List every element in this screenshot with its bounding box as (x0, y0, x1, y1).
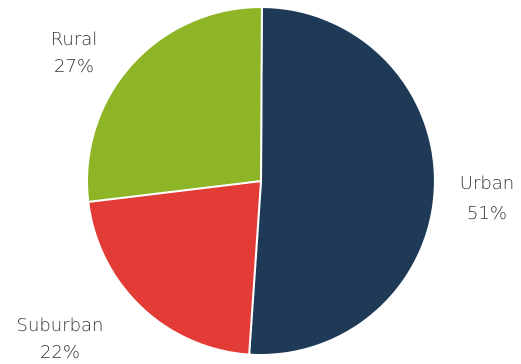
pie-slice-urban (248, 6, 436, 356)
slice-value-suburban: 22% (40, 342, 80, 363)
slice-value-urban: 51% (467, 203, 507, 224)
pie-slice-rural (86, 5, 263, 203)
slice-value-rural: 27% (54, 56, 94, 77)
slice-label-urban: Urban (460, 173, 514, 194)
slices-layer (86, 5, 436, 356)
slice-label-rural: Rural (51, 29, 98, 50)
slice-label-suburban: Suburban (17, 315, 104, 336)
labels-layer: Urban 51% Suburban 22% Rural 27% (17, 29, 515, 363)
pie-slice-suburban (87, 180, 262, 356)
